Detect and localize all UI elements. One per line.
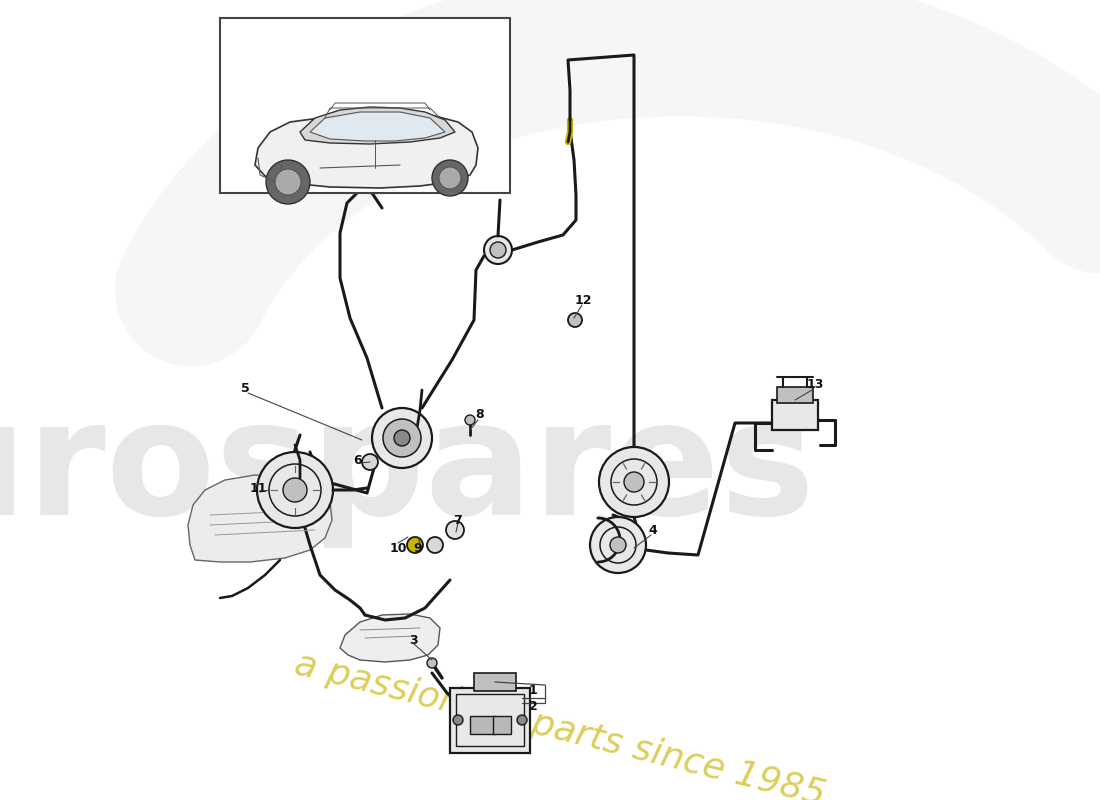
Bar [493, 716, 512, 734]
Text: eurospares: eurospares [0, 393, 815, 547]
Text: 10: 10 [389, 542, 407, 554]
Bar [456, 694, 524, 746]
Text: 4: 4 [649, 523, 658, 537]
Text: 8: 8 [475, 409, 484, 422]
Polygon shape [255, 112, 478, 188]
Text: 5: 5 [241, 382, 250, 394]
Text: 6: 6 [354, 454, 362, 466]
Text: 7: 7 [452, 514, 461, 526]
Circle shape [600, 447, 669, 517]
Text: 11: 11 [250, 482, 266, 494]
Text: 12: 12 [574, 294, 592, 306]
Circle shape [624, 472, 644, 492]
Circle shape [362, 454, 378, 470]
Polygon shape [310, 112, 446, 141]
Bar [777, 387, 813, 403]
Circle shape [446, 521, 464, 539]
Circle shape [610, 537, 626, 553]
Text: 9: 9 [414, 542, 422, 554]
Circle shape [439, 167, 461, 189]
Circle shape [427, 537, 443, 553]
Text: a passion for parts since 1985: a passion for parts since 1985 [292, 647, 829, 800]
Text: 3: 3 [409, 634, 418, 646]
Circle shape [257, 452, 333, 528]
Circle shape [484, 236, 512, 264]
Polygon shape [188, 475, 332, 562]
Circle shape [275, 169, 301, 195]
Circle shape [266, 160, 310, 204]
Bar [450, 687, 530, 753]
Circle shape [383, 419, 421, 457]
Text: 2: 2 [529, 701, 538, 714]
Circle shape [453, 715, 463, 725]
Bar [470, 716, 495, 734]
Circle shape [590, 517, 646, 573]
Polygon shape [340, 614, 440, 662]
Polygon shape [300, 107, 455, 144]
Bar [382, 432, 422, 444]
Circle shape [568, 313, 582, 327]
Text: 13: 13 [806, 378, 824, 391]
Circle shape [407, 537, 424, 553]
Circle shape [394, 430, 410, 446]
Circle shape [517, 715, 527, 725]
Circle shape [490, 242, 506, 258]
Bar [474, 673, 516, 691]
Circle shape [427, 658, 437, 668]
Text: 1: 1 [529, 683, 538, 697]
Circle shape [432, 160, 468, 196]
Bar [598, 539, 638, 551]
Circle shape [283, 478, 307, 502]
Bar [220, 18, 510, 193]
Circle shape [372, 408, 432, 468]
Bar [772, 400, 818, 430]
Circle shape [465, 415, 475, 425]
